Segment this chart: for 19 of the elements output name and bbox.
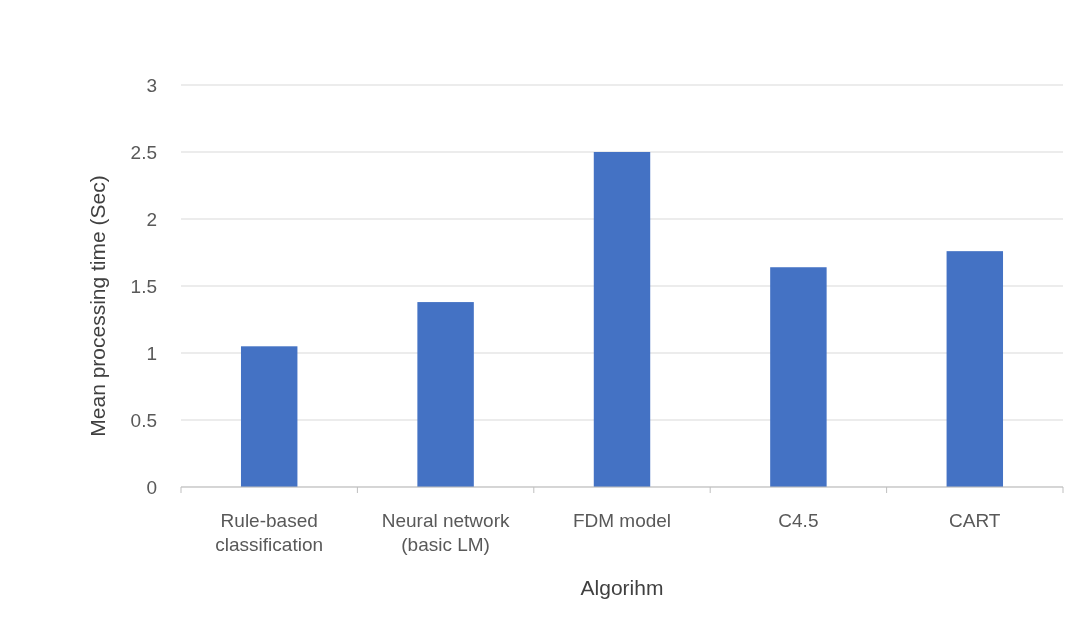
- bar: [770, 267, 827, 487]
- x-tick-label: C4.5: [778, 510, 819, 531]
- bar: [240, 346, 298, 487]
- bar: [593, 152, 651, 487]
- y-tick-label: 1: [146, 342, 157, 364]
- y-tick-label: 0.5: [130, 409, 157, 431]
- x-tick-label: FDM model: [572, 510, 672, 531]
- y-tick-label: 2.5: [130, 141, 157, 163]
- y-tick-label: 2: [146, 208, 157, 230]
- y-axis-title: Mean processing time (Sec): [86, 175, 109, 437]
- bar: [946, 251, 1004, 487]
- x-tick-label: Rule-based classification: [215, 510, 324, 555]
- x-tick-label: CART: [949, 510, 1001, 531]
- y-tick-label: 0: [146, 476, 157, 498]
- y-tick-label: 3: [146, 74, 157, 96]
- y-tick-label: 1.5: [130, 275, 157, 297]
- x-axis-title: Algorihm: [580, 576, 664, 599]
- bar: [417, 302, 474, 487]
- x-tick-label: Neural network (basic LM): [381, 510, 510, 555]
